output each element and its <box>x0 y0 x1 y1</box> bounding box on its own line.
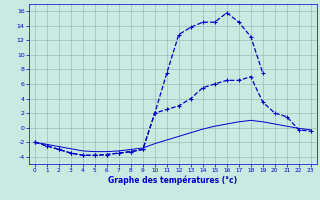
X-axis label: Graphe des températures (°c): Graphe des températures (°c) <box>108 176 237 185</box>
